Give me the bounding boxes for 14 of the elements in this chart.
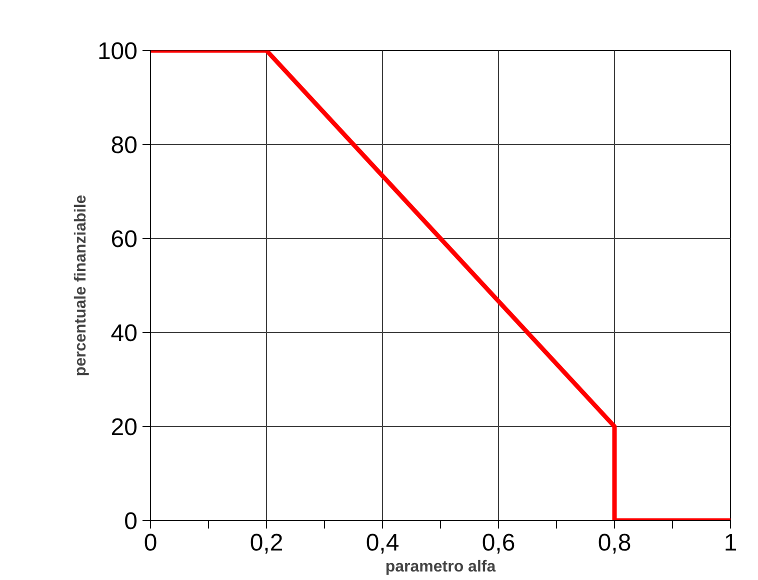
x-tick-label: 1	[724, 530, 738, 556]
x-tick-label: 0,4	[366, 530, 400, 556]
x-tick-label: 0,2	[250, 530, 284, 556]
x-tick-label: 0,6	[482, 530, 516, 556]
y-axis-title: percentuale finanziabile	[72, 194, 90, 376]
y-tick-label: 0	[124, 508, 138, 535]
y-tick-label: 60	[110, 226, 138, 253]
y-tick-label: 80	[110, 132, 138, 159]
x-tick-label: 0,8	[598, 530, 632, 556]
y-tick-label: 40	[110, 320, 138, 347]
x-tick-label: 0	[144, 530, 158, 556]
y-tick-label: 100	[97, 38, 138, 65]
y-tick-label: 20	[110, 414, 138, 441]
x-axis-title: parametro alfa	[385, 558, 496, 576]
